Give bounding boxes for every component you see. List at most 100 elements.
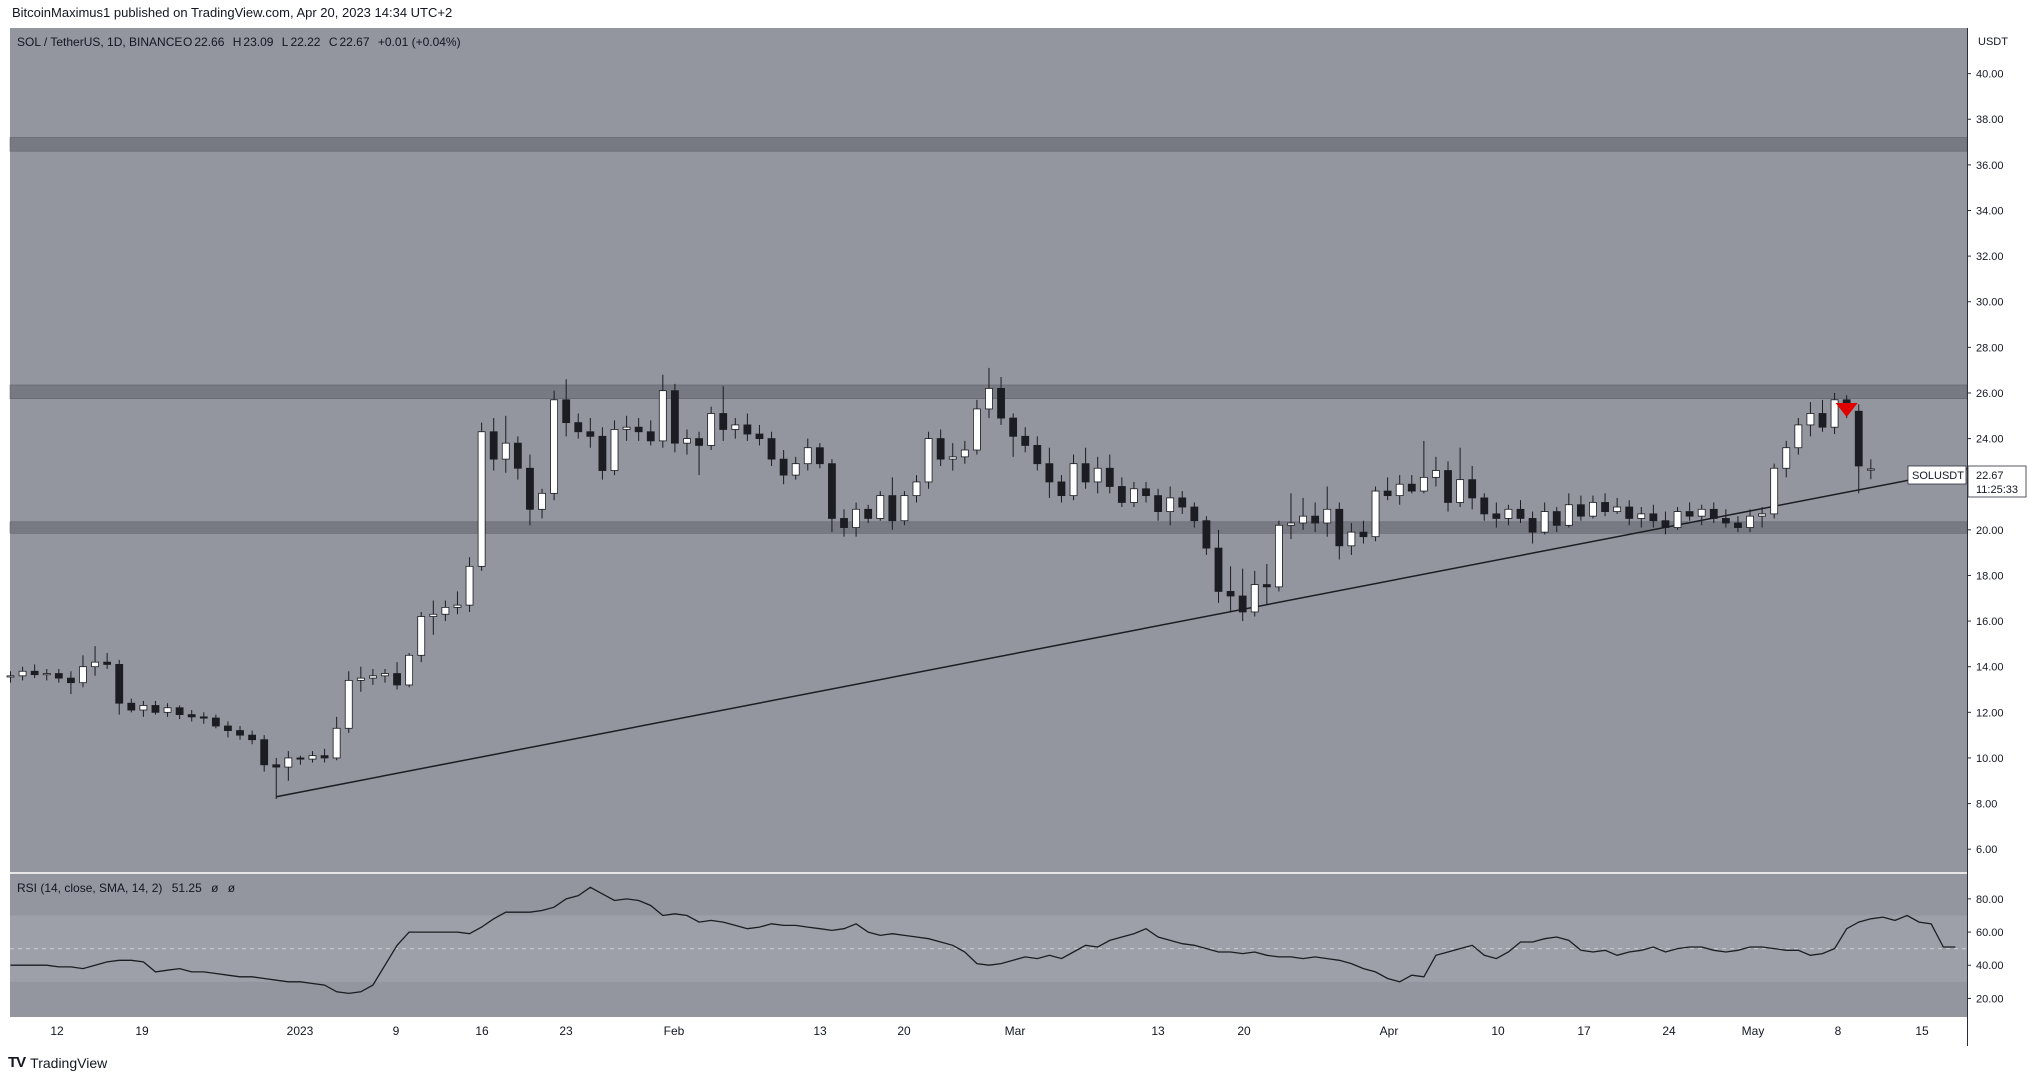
legend-o-value: 22.66 (194, 35, 224, 49)
candle-up (1275, 524, 1283, 588)
candle-down (1238, 595, 1247, 613)
time-label: 2023 (287, 1024, 314, 1038)
candle-down (1190, 506, 1199, 522)
candle-down (936, 438, 945, 460)
rsi-value: 51.25 (172, 881, 202, 895)
candle-up (731, 424, 740, 430)
rsi-line (10, 886, 1956, 995)
candle-up (501, 442, 510, 460)
candle-up (1794, 424, 1803, 449)
candle-up (1456, 479, 1464, 503)
candle-down (320, 755, 329, 759)
time-label: 10 (1491, 1024, 1505, 1038)
candle-down (864, 508, 873, 519)
price-tick-label: 36.00 (1976, 160, 2004, 172)
candle-up (381, 673, 389, 677)
candle-up (429, 613, 438, 617)
legend-c-label: C (329, 35, 338, 49)
candle-down (248, 734, 257, 741)
candle-down (743, 424, 752, 435)
time-label: Mar (1005, 1024, 1026, 1038)
legend-l-label: L (282, 35, 289, 49)
candle-down (1214, 547, 1223, 592)
candle-down (1516, 508, 1525, 519)
horizontal-zone (9, 137, 1968, 152)
candle-down (199, 716, 208, 719)
candle-up (1637, 513, 1646, 519)
price-tick-label: 24.00 (1976, 434, 2004, 446)
candle-up (912, 481, 921, 497)
candle-up (803, 447, 812, 465)
candle-down (393, 673, 401, 686)
price-tick-label: 12.00 (1976, 707, 2004, 719)
candle-up (1287, 522, 1295, 526)
candle-down (840, 518, 848, 528)
candle-down (1649, 513, 1658, 522)
legend-o-label: O (183, 35, 192, 49)
candle-up (344, 679, 353, 729)
candle-up (1782, 447, 1791, 469)
time-label: May (1742, 1024, 1765, 1038)
time-label: 20 (897, 1024, 911, 1038)
candle-up (1589, 502, 1597, 517)
candle-up (1371, 490, 1380, 538)
price-badge-value: 22.67 (1976, 470, 2004, 482)
price-axis-currency: USDT (1978, 36, 2008, 48)
candle-up (465, 565, 474, 606)
candle-down (1407, 483, 1416, 492)
candle-up (1504, 508, 1513, 519)
candle-up (1866, 468, 1875, 471)
time-label: 20 (1237, 1024, 1251, 1038)
candle-up (356, 677, 365, 681)
candle-down (828, 463, 836, 519)
candle-down (54, 673, 63, 679)
candle-up (791, 463, 800, 476)
candle-up (284, 757, 293, 768)
candle-down (1709, 508, 1718, 519)
candle-down (1492, 513, 1501, 519)
symbol-badge-text: SOLUSDT (1912, 470, 1964, 482)
candle-up (900, 495, 909, 522)
candle-up (1673, 511, 1682, 528)
candle-up (79, 666, 87, 684)
legend-h-label: H (233, 35, 242, 49)
candle-down (1480, 497, 1489, 515)
time-axis-bg[interactable] (10, 1016, 1967, 1046)
candle-up (1347, 531, 1356, 547)
candle-up (453, 604, 462, 608)
tradingview-logo-icon: TV (8, 1054, 26, 1071)
candle-up (1419, 476, 1428, 492)
symbol-badge (1907, 465, 1967, 485)
candle-down (1105, 467, 1114, 487)
price-axis-bg[interactable] (1968, 28, 2042, 1046)
candle-up (1130, 488, 1138, 503)
candle-down (1311, 515, 1320, 524)
rsi-tick-label: 40.00 (1976, 960, 2004, 972)
time-label: 19 (135, 1024, 149, 1038)
candle-down (513, 442, 522, 469)
candle-down (695, 438, 703, 446)
candle-down (1359, 531, 1368, 538)
candle-down (175, 707, 184, 716)
time-axis: 12 19 2023 9 16 23 Feb 13 20 Mar 13 20 A… (50, 1024, 1929, 1038)
bearish-signal-arrow (1835, 402, 1858, 417)
time-label: 17 (1577, 1024, 1591, 1038)
candle-up (42, 673, 51, 676)
legend-ohlc: O 22.66 H 23.09 L 22.22 C 22.67 +0.01 (+0.04… (183, 35, 461, 49)
candle-up (707, 413, 716, 446)
candle-down (997, 388, 1005, 419)
candle-down (1721, 518, 1730, 524)
horizontal-zone (9, 521, 1968, 534)
candle-up (876, 495, 885, 519)
candle-down (815, 447, 824, 465)
candle-down (1601, 502, 1609, 512)
candle-down (574, 422, 583, 433)
candle-up (622, 426, 631, 430)
candle-down (779, 458, 788, 476)
candle-down (236, 730, 244, 736)
candle-up (960, 449, 969, 458)
time-label: 13 (1151, 1024, 1165, 1038)
tradingview-branding[interactable]: TV TradingView (8, 1054, 107, 1071)
candle-down (1021, 435, 1030, 446)
